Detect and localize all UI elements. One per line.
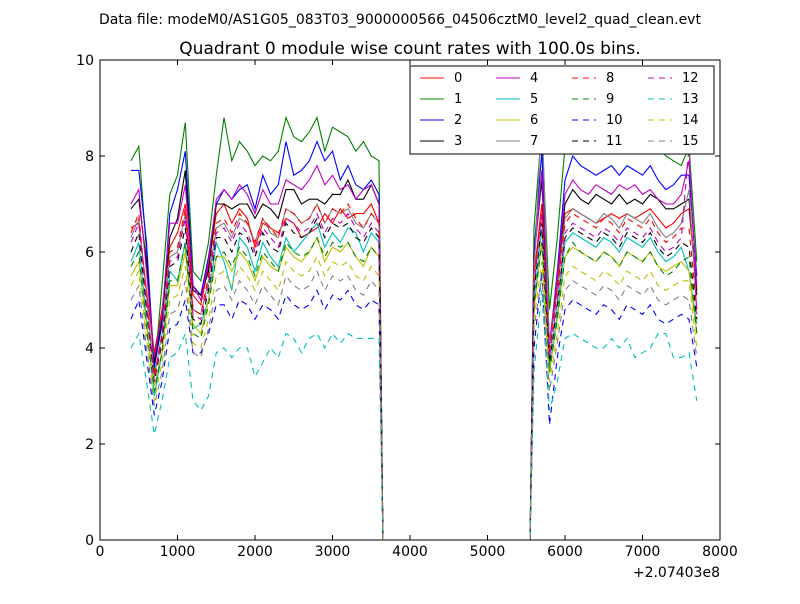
legend-label-6: 6 <box>530 113 538 128</box>
x-tick-label: 6000 <box>547 544 583 560</box>
x-tick-label: 2000 <box>237 544 273 560</box>
legend-label-14: 14 <box>682 113 699 128</box>
legend-label-1: 1 <box>454 92 462 107</box>
y-tick-label: 2 <box>85 437 94 453</box>
y-tick-label: 10 <box>76 53 94 69</box>
legend-label-0: 0 <box>454 71 462 86</box>
y-tick-label: 8 <box>85 149 94 165</box>
chart-title: Quadrant 0 module wise count rates with … <box>179 39 640 59</box>
legend-label-10: 10 <box>606 113 623 128</box>
x-tick-label: 5000 <box>470 544 506 560</box>
legend-label-3: 3 <box>454 134 462 149</box>
figure-suptitle: Data file: modeM0/AS1G05_083T03_90000005… <box>99 12 701 28</box>
legend-label-8: 8 <box>606 71 614 86</box>
series-line-11 <box>130 217 698 541</box>
y-tick-label: 0 <box>85 533 94 549</box>
x-tick-label: 7000 <box>625 544 661 560</box>
legend-label-5: 5 <box>530 92 538 107</box>
legend-label-7: 7 <box>530 134 538 149</box>
x-tick-label: 0 <box>96 544 105 560</box>
x-tick-label: 8000 <box>702 544 738 560</box>
legend-label-2: 2 <box>454 113 462 128</box>
legend-label-9: 9 <box>606 92 614 107</box>
series-line-10 <box>130 271 698 541</box>
legend-label-12: 12 <box>682 71 699 86</box>
x-tick-label: 1000 <box>160 544 196 560</box>
y-tick-label: 4 <box>85 341 94 357</box>
legend-label-4: 4 <box>530 71 538 86</box>
y-tick-label: 6 <box>85 245 94 261</box>
legend-label-13: 13 <box>682 92 699 107</box>
x-axis-offset-label: +2.07403e8 <box>633 565 720 581</box>
x-tick-label: 3000 <box>315 544 351 560</box>
x-tick-label: 4000 <box>392 544 428 560</box>
legend-label-11: 11 <box>606 134 623 149</box>
legend-frame <box>409 65 715 155</box>
legend-label-15: 15 <box>682 134 699 149</box>
series-line-9 <box>130 236 698 541</box>
